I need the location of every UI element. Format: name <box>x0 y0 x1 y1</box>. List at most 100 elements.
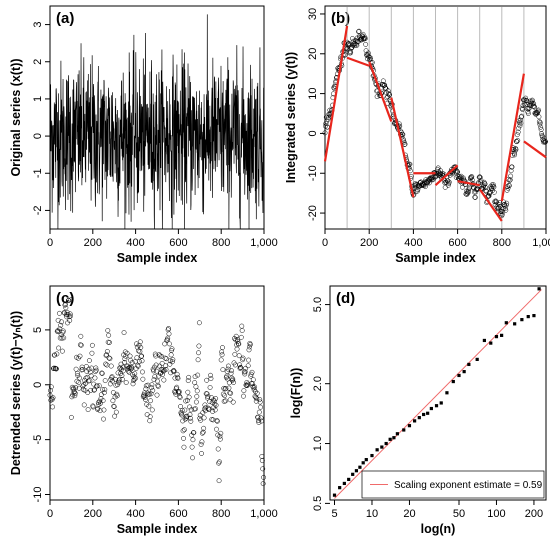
profile-point <box>345 41 351 47</box>
residual-point <box>185 378 191 384</box>
residual-point <box>106 332 112 338</box>
y-tick-label: -1 <box>32 168 44 178</box>
x-tick-label: 600 <box>169 237 187 249</box>
residual-point <box>79 367 85 373</box>
residual-point <box>113 409 119 415</box>
local-trend-line <box>434 164 459 187</box>
residual-point <box>160 372 166 377</box>
profile-point <box>482 185 488 190</box>
x-tick-label: 800 <box>212 508 230 520</box>
panel-tag: (d) <box>336 290 355 307</box>
profile-point <box>426 180 432 186</box>
residual-point <box>155 383 161 389</box>
profile-point <box>481 183 487 189</box>
residual-point <box>163 356 169 362</box>
residual-point <box>258 404 264 410</box>
residual-point <box>256 409 262 415</box>
fluctuation-point <box>417 416 421 420</box>
panel-tag: (b) <box>331 10 350 27</box>
x-tick-label: 200 <box>84 237 102 249</box>
residual-point <box>167 361 173 367</box>
profile-point <box>504 187 510 193</box>
residual-point <box>231 379 237 385</box>
residual-point <box>107 356 113 362</box>
residual-point <box>227 390 233 396</box>
fluctuation-point <box>402 428 406 432</box>
residual-point <box>99 370 105 376</box>
x-tick-label: 1,000 <box>250 508 278 520</box>
residual-point <box>196 320 202 326</box>
residual-point <box>143 386 149 392</box>
residual-point <box>216 460 222 466</box>
residual-point <box>81 402 87 408</box>
residual-point <box>163 363 169 369</box>
fluctuation-point <box>526 314 530 319</box>
residual-point <box>199 430 205 436</box>
residual-point <box>68 297 74 303</box>
residual-point <box>246 344 252 350</box>
residual-point <box>121 330 127 336</box>
residual-point <box>70 392 76 398</box>
x-tick-label: 1,000 <box>532 237 550 249</box>
profile-point <box>506 183 512 189</box>
residual-point <box>137 359 142 364</box>
profile-point <box>536 114 542 120</box>
residual-point <box>123 380 129 385</box>
residual-point <box>195 372 201 378</box>
residual-point <box>220 391 226 397</box>
profile-point <box>465 189 471 195</box>
residual-point <box>153 362 159 368</box>
residual-point <box>203 405 209 411</box>
residual-point <box>161 377 167 383</box>
residual-point <box>87 378 93 384</box>
residual-point <box>228 390 234 396</box>
fluctuation-point <box>462 370 466 374</box>
residual-point <box>128 364 134 370</box>
fluctuation-point <box>451 379 455 384</box>
residual-point <box>90 404 96 410</box>
residual-point <box>187 415 193 421</box>
profile-point <box>356 28 362 34</box>
residual-point <box>92 387 97 393</box>
y-tick-label: 1.0 <box>312 436 324 451</box>
residual-point <box>134 344 140 350</box>
residual-point <box>213 402 219 408</box>
residual-point <box>107 340 112 345</box>
residual-point <box>145 390 151 396</box>
fluctuation-point <box>494 335 499 339</box>
residual-point <box>54 351 60 357</box>
residual-point <box>191 430 197 436</box>
residual-point <box>97 398 103 404</box>
residual-point <box>217 436 223 442</box>
y-tick-label: 2 <box>32 59 44 65</box>
residual-point <box>184 397 190 403</box>
residual-point <box>166 341 172 347</box>
residual-point <box>122 356 128 362</box>
residual-point <box>127 353 133 359</box>
profile-point <box>502 205 508 211</box>
residual-point <box>100 398 106 404</box>
panel-tag: (c) <box>56 290 74 307</box>
residual-point <box>120 364 126 370</box>
residual-point <box>89 350 95 356</box>
residual-point <box>236 353 242 359</box>
profile-point <box>534 110 540 116</box>
residual-point <box>184 415 189 421</box>
fluctuation-point <box>413 419 417 423</box>
profile-point <box>531 103 537 109</box>
residual-point <box>126 369 132 375</box>
residual-point <box>227 397 233 403</box>
fluctuation-point <box>354 469 359 473</box>
residual-point <box>56 310 62 316</box>
residual-point <box>243 365 249 371</box>
profile-point <box>515 137 521 143</box>
residual-point <box>56 345 62 351</box>
x-tick-label: 400 <box>126 237 144 249</box>
residual-point <box>62 310 68 316</box>
residual-point <box>216 478 222 484</box>
residual-point <box>255 418 261 424</box>
residual-point <box>218 430 224 436</box>
residual-point <box>63 305 69 311</box>
plot-frame <box>324 5 547 230</box>
residual-point <box>249 369 255 375</box>
